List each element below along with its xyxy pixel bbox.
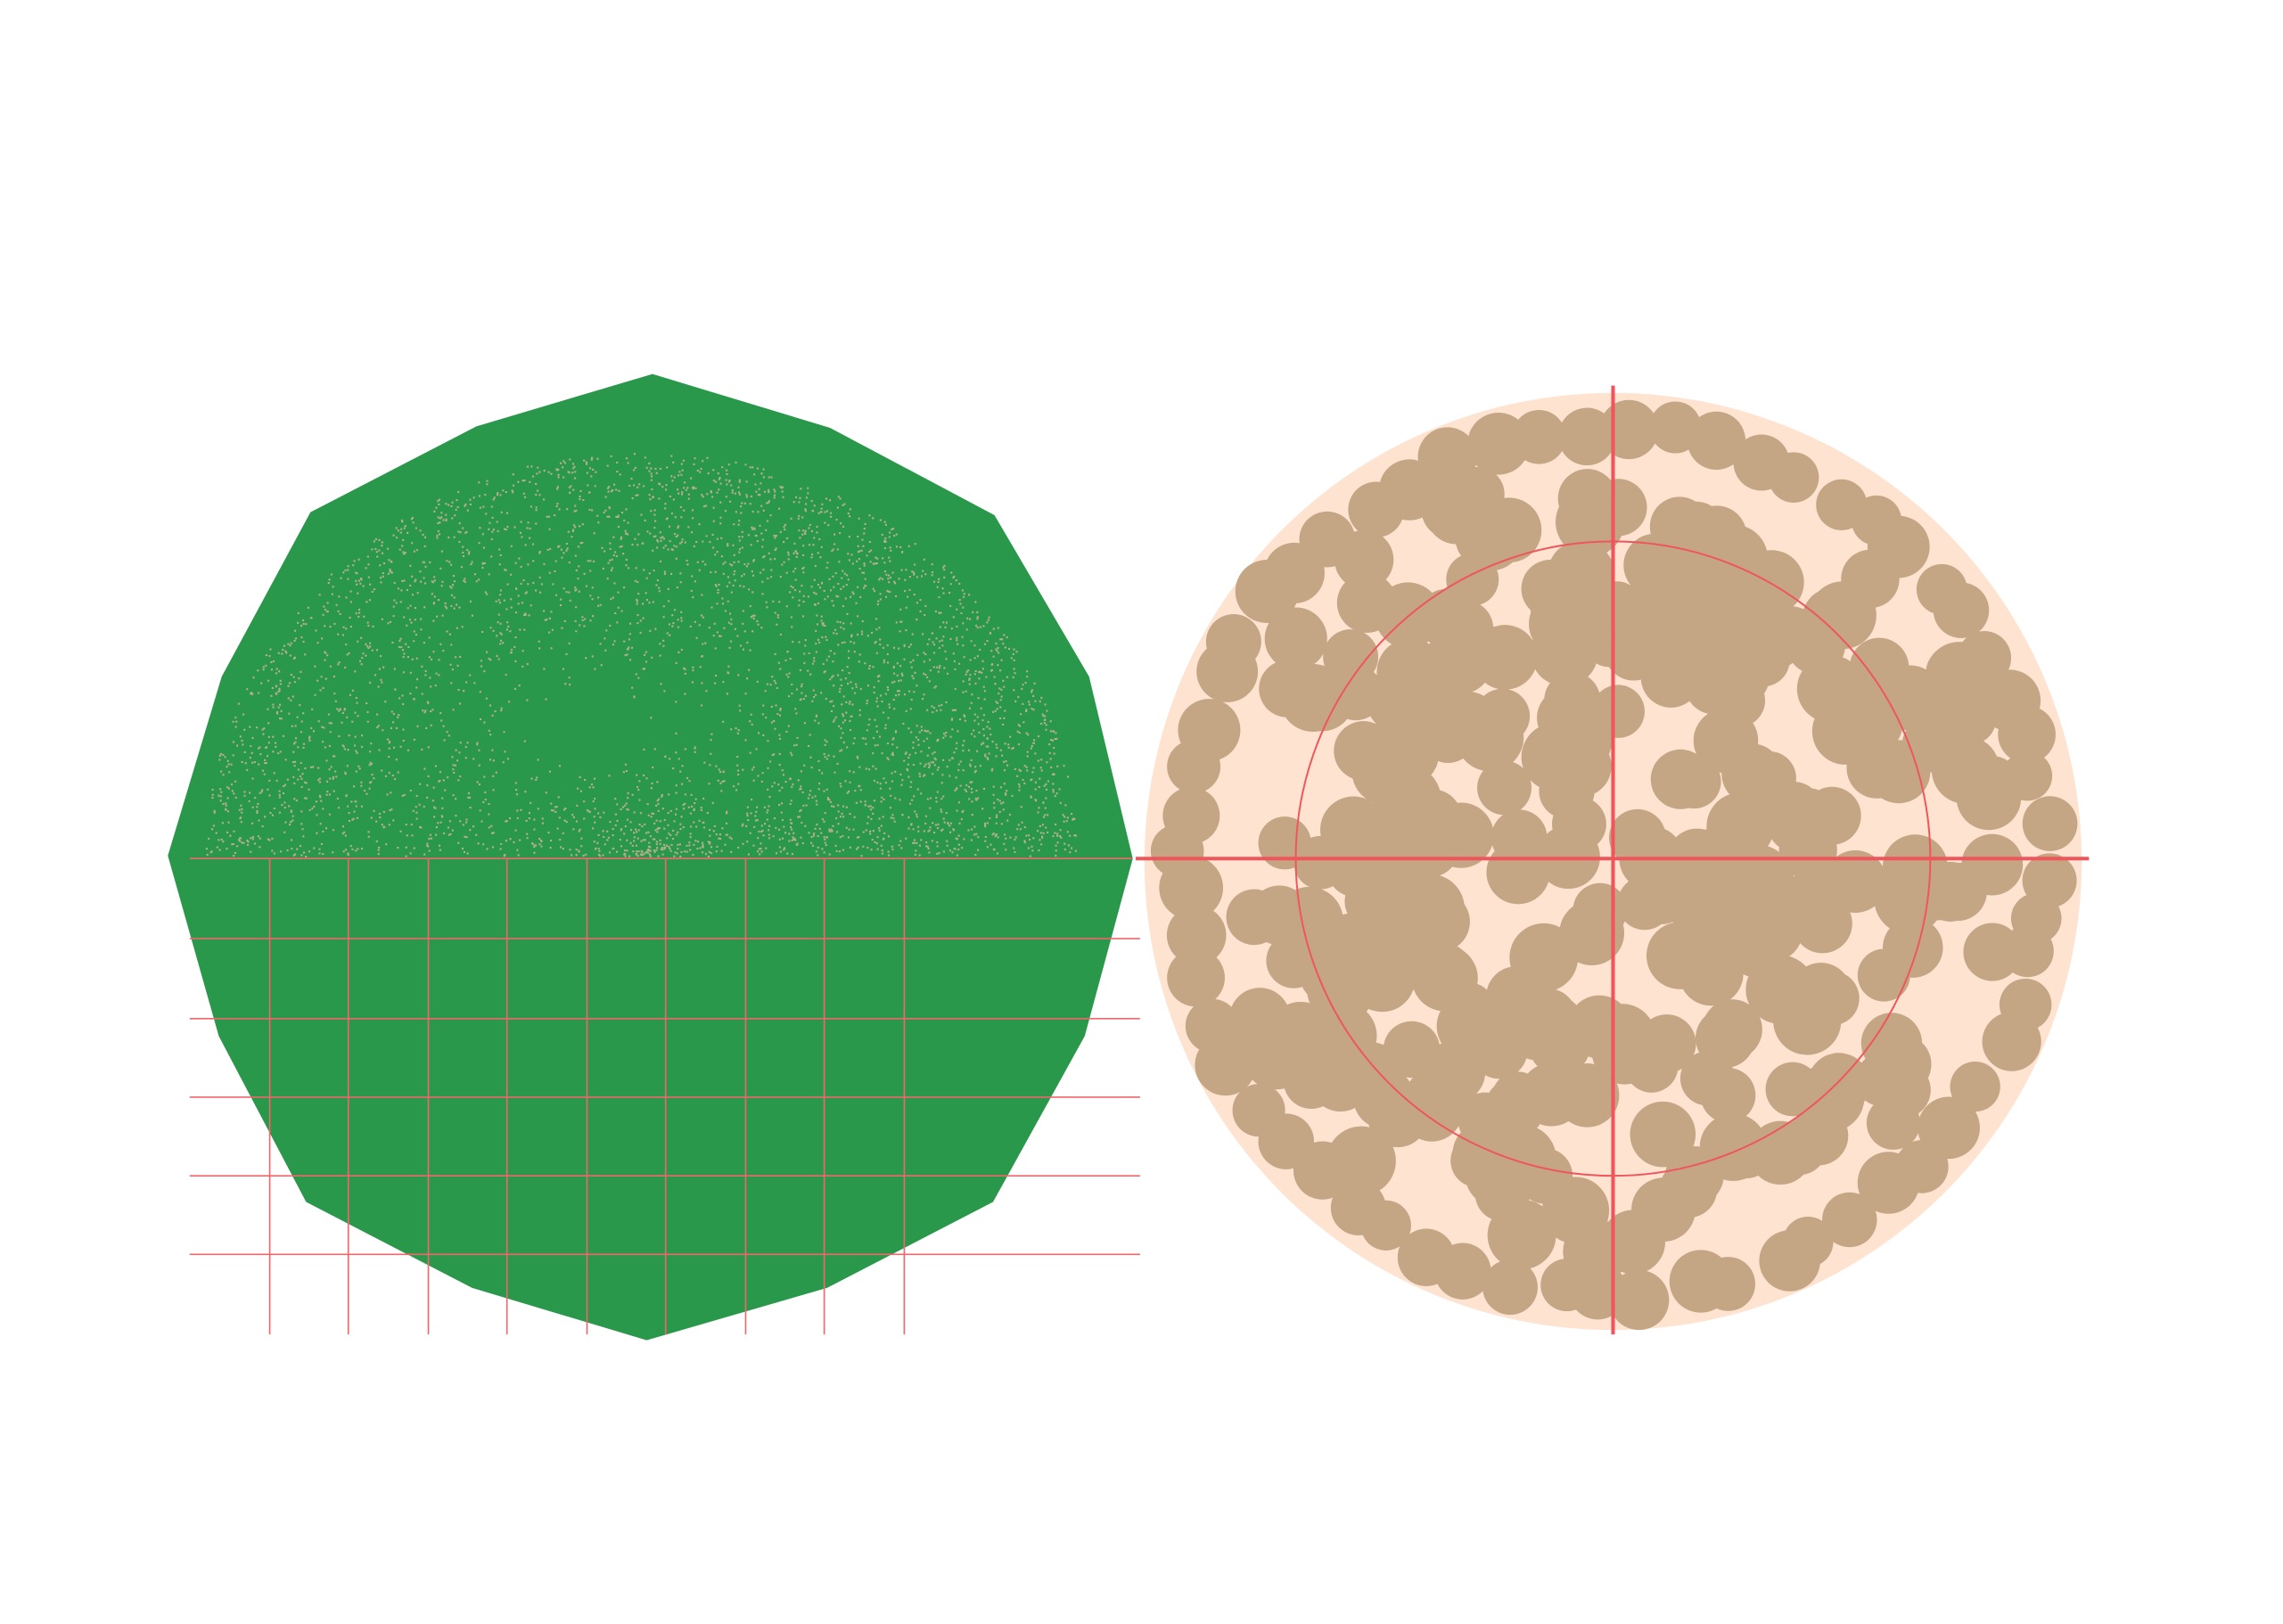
blob xyxy=(1625,864,1686,924)
blob xyxy=(1680,554,1737,611)
inner-ring xyxy=(1294,540,1932,1177)
blob xyxy=(1739,550,1804,615)
blob xyxy=(1857,1152,1920,1214)
blob xyxy=(1950,1061,2000,1112)
blob xyxy=(1808,581,1876,650)
speckles xyxy=(205,453,1078,858)
blob xyxy=(1759,1230,1820,1292)
blob xyxy=(1486,841,1550,905)
blob xyxy=(1963,923,2022,981)
blob xyxy=(1926,642,1993,709)
blob xyxy=(1669,1250,1733,1313)
blob xyxy=(1659,1160,1718,1218)
blob xyxy=(1482,1259,1538,1316)
blob xyxy=(1232,1084,1285,1137)
blob xyxy=(1400,1079,1463,1142)
blob xyxy=(1330,1180,1386,1235)
blob xyxy=(1528,1013,1591,1076)
blob xyxy=(1205,614,1261,669)
blob xyxy=(1470,1021,1528,1079)
blob xyxy=(1608,808,1666,866)
blob xyxy=(1166,905,1227,965)
blob xyxy=(1557,469,1617,529)
blob xyxy=(1264,607,1327,670)
blob xyxy=(1300,947,1356,1004)
blob xyxy=(1178,699,1241,762)
blob xyxy=(1768,452,1819,503)
blob xyxy=(1804,971,1860,1026)
blob xyxy=(1493,1200,1555,1261)
blob xyxy=(1258,816,1311,870)
blob xyxy=(1449,466,1505,521)
blob xyxy=(2022,796,2078,851)
blob xyxy=(1326,1126,1396,1196)
blob xyxy=(1778,821,1837,880)
blob xyxy=(1696,1008,1755,1069)
blob xyxy=(1933,582,1990,638)
blob xyxy=(1397,1228,1456,1286)
blob xyxy=(1956,765,2022,831)
blob xyxy=(1167,948,1225,1007)
blob xyxy=(1591,1018,1658,1085)
blob xyxy=(1650,749,1711,809)
blob xyxy=(1998,705,2056,764)
blob xyxy=(1855,1053,1909,1107)
blob xyxy=(1395,874,1465,943)
blob xyxy=(1349,946,1416,1013)
blob xyxy=(1901,716,1959,773)
blob xyxy=(1486,966,1548,1028)
blob xyxy=(1928,862,1987,922)
blob xyxy=(1477,760,1532,816)
blob xyxy=(1807,1053,1870,1115)
blob xyxy=(1765,1062,1820,1117)
blob xyxy=(1279,664,1348,732)
blob xyxy=(1334,529,1394,590)
blob xyxy=(1519,1062,1583,1127)
blob xyxy=(1762,606,1819,663)
blob xyxy=(1451,622,1507,677)
blob xyxy=(1712,649,1770,706)
blob-cluster xyxy=(1150,399,2078,1331)
blob xyxy=(1550,735,1612,797)
blob xyxy=(1706,792,1775,861)
blob xyxy=(1675,897,1738,961)
blob xyxy=(1846,737,1908,799)
blob xyxy=(1532,602,1597,667)
blob xyxy=(1687,411,1746,471)
blob xyxy=(1720,1126,1773,1178)
blob xyxy=(1512,409,1566,464)
blob xyxy=(1326,837,1387,898)
blob xyxy=(1488,1124,1556,1193)
blob xyxy=(1883,917,1943,978)
blob xyxy=(1185,998,1240,1054)
blob xyxy=(1402,789,1462,849)
blob xyxy=(1309,1049,1372,1112)
blob xyxy=(1601,1210,1665,1275)
blob xyxy=(1409,941,1473,1005)
blob xyxy=(1604,621,1663,681)
speckle-field xyxy=(205,453,1078,858)
blob xyxy=(1693,708,1759,774)
blob xyxy=(1589,581,1644,636)
blob xyxy=(1982,1012,2041,1071)
blob xyxy=(1229,988,1291,1049)
blob xyxy=(1162,787,1220,845)
red-grid xyxy=(189,857,1140,1335)
blob xyxy=(1249,885,1310,946)
blob xyxy=(1822,1192,1877,1248)
blob xyxy=(1866,666,1932,731)
blob xyxy=(1866,1095,1920,1150)
blob xyxy=(1426,694,1483,751)
blob xyxy=(1458,1092,1513,1147)
blob xyxy=(1334,721,1394,781)
